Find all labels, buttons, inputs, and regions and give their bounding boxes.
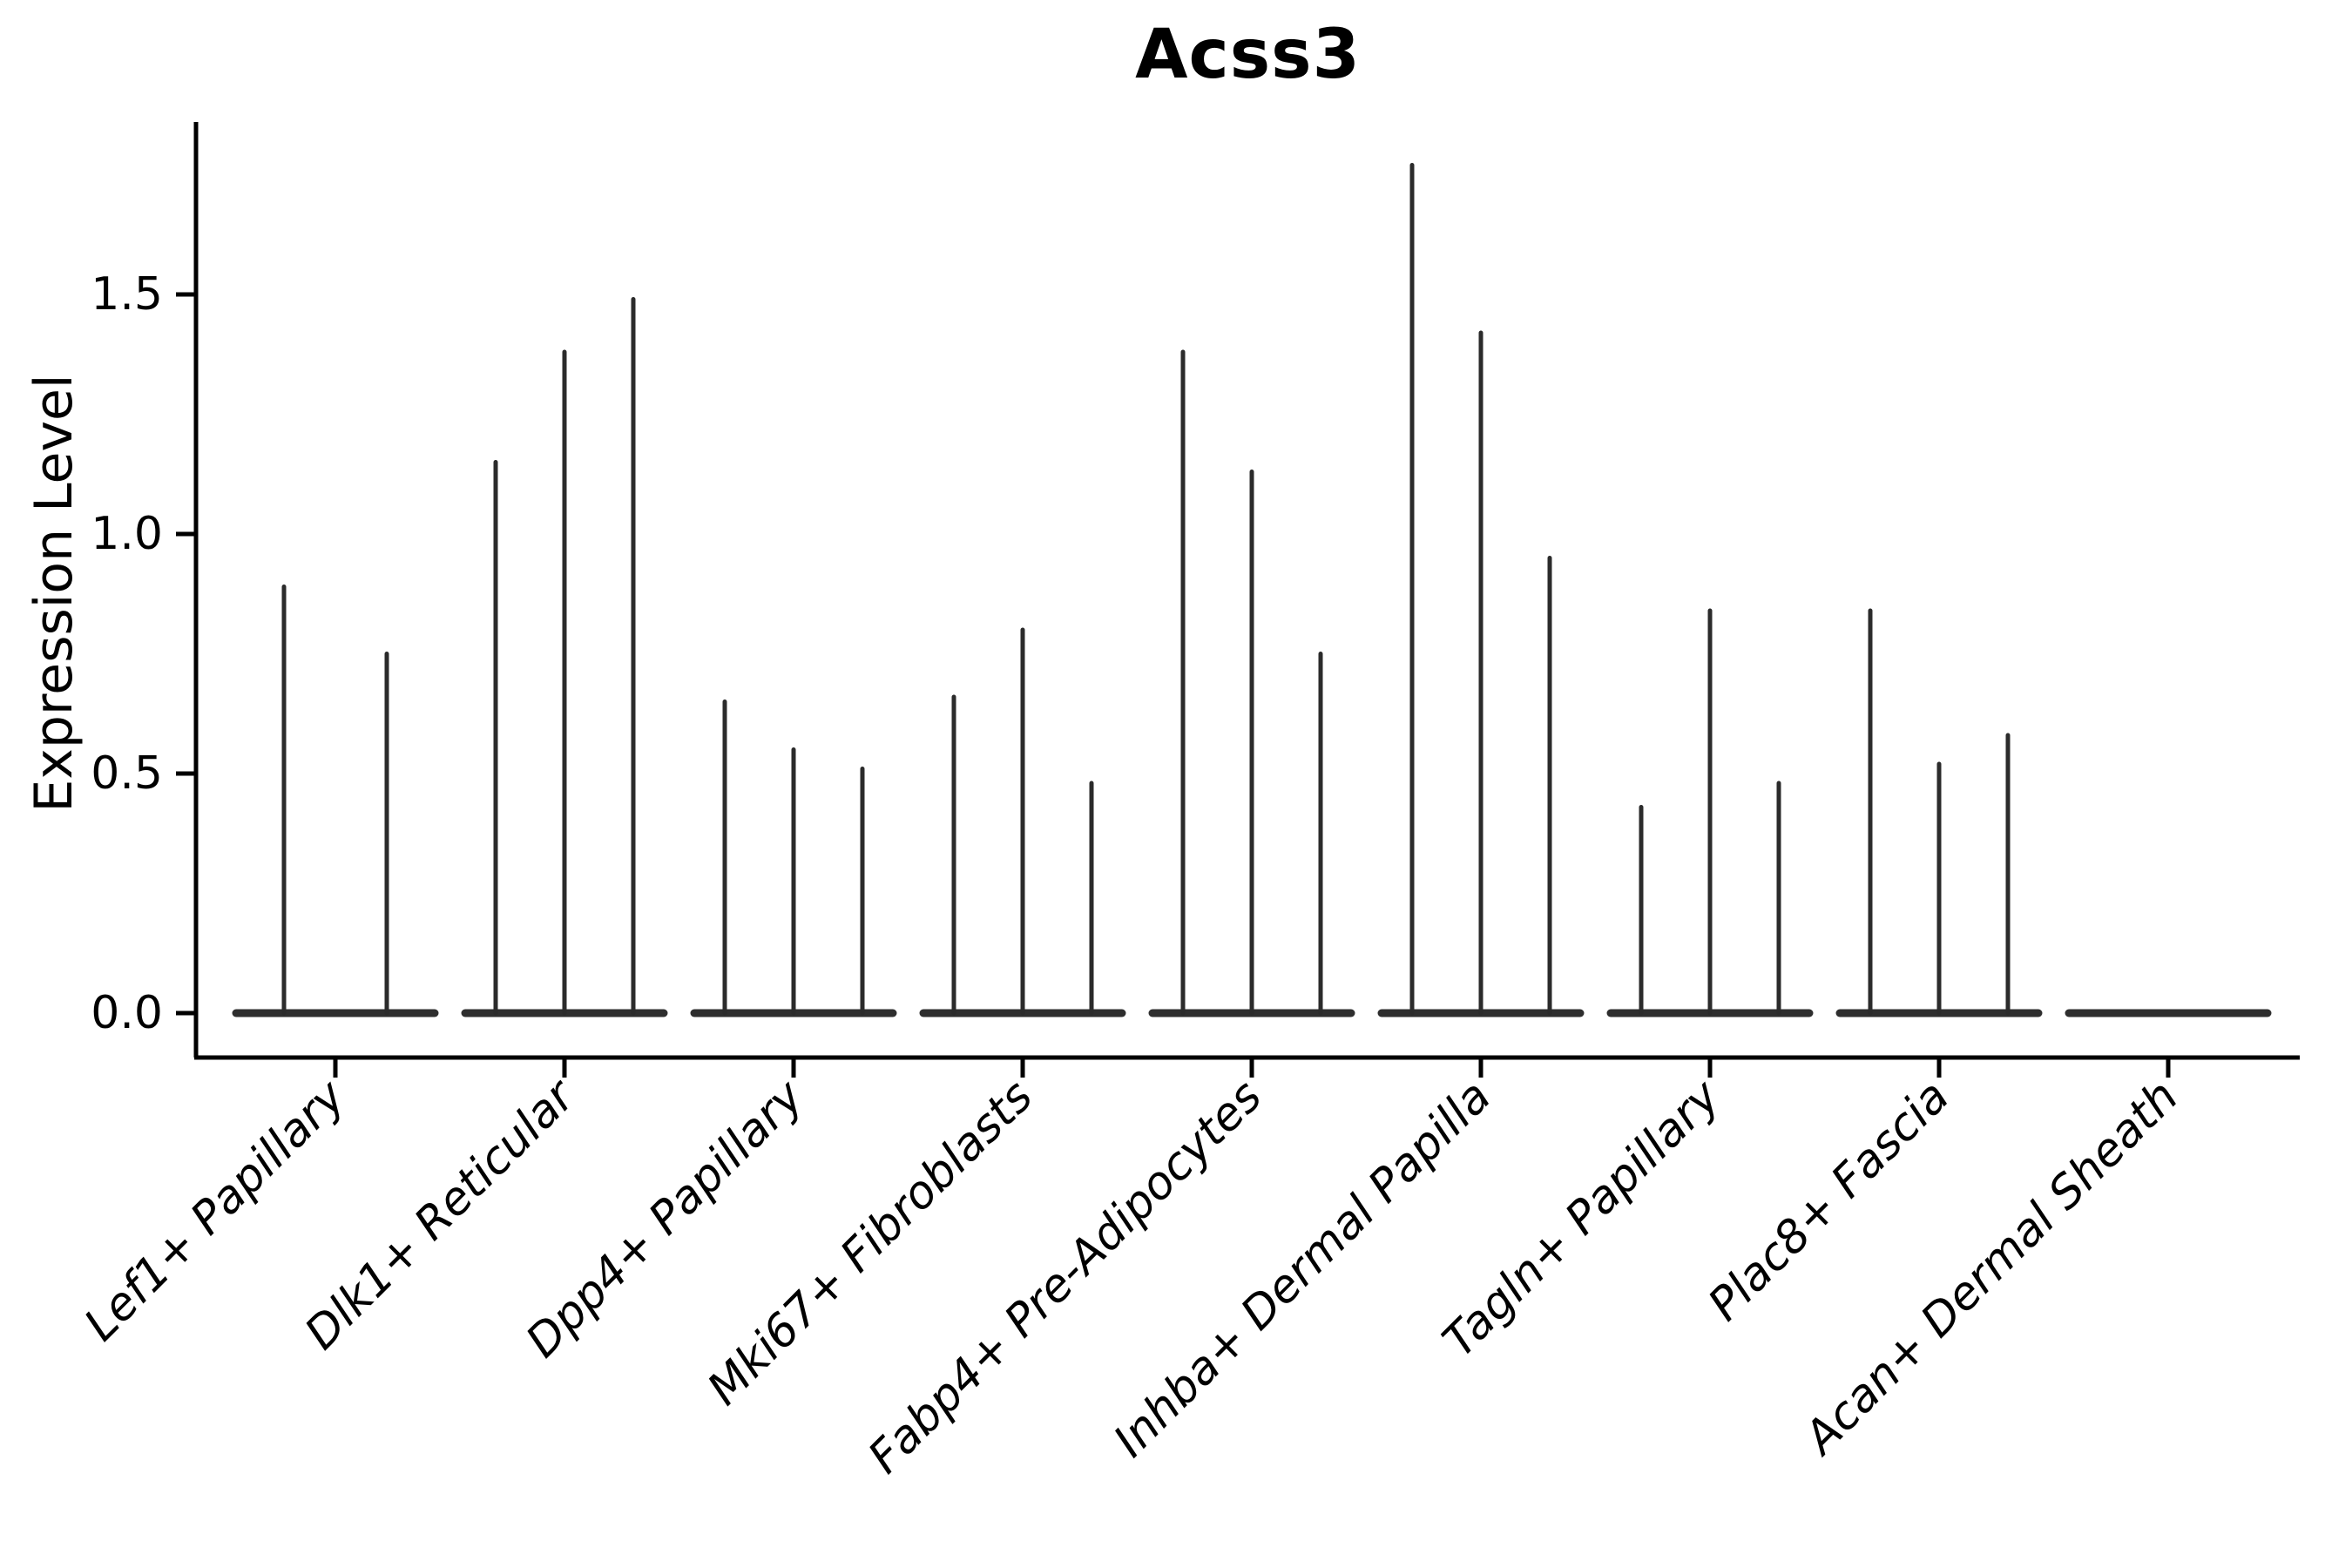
y-tick-label: 1.0 bbox=[91, 508, 163, 560]
category-label: Fabp4+ Pre-Adipocytes bbox=[859, 1071, 1273, 1484]
y-tick-label: 1.5 bbox=[91, 268, 163, 321]
y-tick-label: 0.5 bbox=[91, 747, 163, 800]
plot-title: Acss3 bbox=[1135, 16, 1361, 94]
category-label: Inhba+ Dermal Papilla bbox=[1104, 1071, 1501, 1468]
y-tick-label: 0.0 bbox=[91, 987, 163, 1039]
y-axis-label: Expression Level bbox=[24, 374, 84, 813]
category-label: Acan+ Dermal Sheath bbox=[1793, 1071, 2188, 1466]
category-label: Plac8+ Fascia bbox=[1699, 1071, 1959, 1331]
